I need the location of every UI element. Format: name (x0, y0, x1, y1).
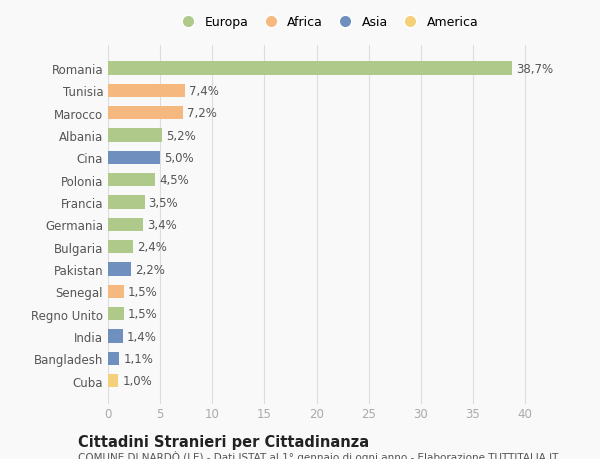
Bar (108, 129, 162, 142)
Text: 3,4%: 3,4% (148, 218, 178, 231)
Bar (108, 151, 160, 165)
Bar (108, 374, 118, 388)
Text: 4,5%: 4,5% (159, 174, 189, 187)
Text: 38,7%: 38,7% (516, 62, 553, 75)
Bar (108, 330, 122, 343)
Text: 2,4%: 2,4% (137, 241, 167, 254)
Bar (108, 174, 155, 187)
Bar (108, 263, 131, 276)
Bar (108, 241, 133, 254)
Bar (108, 285, 124, 298)
Text: 1,1%: 1,1% (124, 352, 154, 365)
Text: 2,2%: 2,2% (135, 263, 165, 276)
Text: 3,5%: 3,5% (149, 196, 178, 209)
Text: 5,2%: 5,2% (166, 129, 196, 142)
Text: 1,5%: 1,5% (128, 308, 158, 320)
Text: 7,2%: 7,2% (187, 107, 217, 120)
Bar (108, 352, 119, 365)
Bar (108, 308, 124, 321)
Text: 1,4%: 1,4% (127, 330, 157, 343)
Bar (108, 84, 185, 98)
Text: 1,5%: 1,5% (128, 285, 158, 298)
Text: COMUNE DI NARDÒ (LE) - Dati ISTAT al 1° gennaio di ogni anno - Elaborazione TUTT: COMUNE DI NARDÒ (LE) - Dati ISTAT al 1° … (78, 450, 559, 459)
Bar (108, 196, 145, 209)
Bar (108, 62, 512, 76)
Bar (108, 107, 183, 120)
Legend: Europa, Africa, Asia, America: Europa, Africa, Asia, America (176, 17, 478, 29)
Text: 5,0%: 5,0% (164, 151, 194, 164)
Text: 7,4%: 7,4% (190, 84, 219, 98)
Bar (108, 218, 143, 232)
Text: 1,0%: 1,0% (122, 375, 152, 387)
Text: Cittadini Stranieri per Cittadinanza: Cittadini Stranieri per Cittadinanza (78, 434, 369, 449)
